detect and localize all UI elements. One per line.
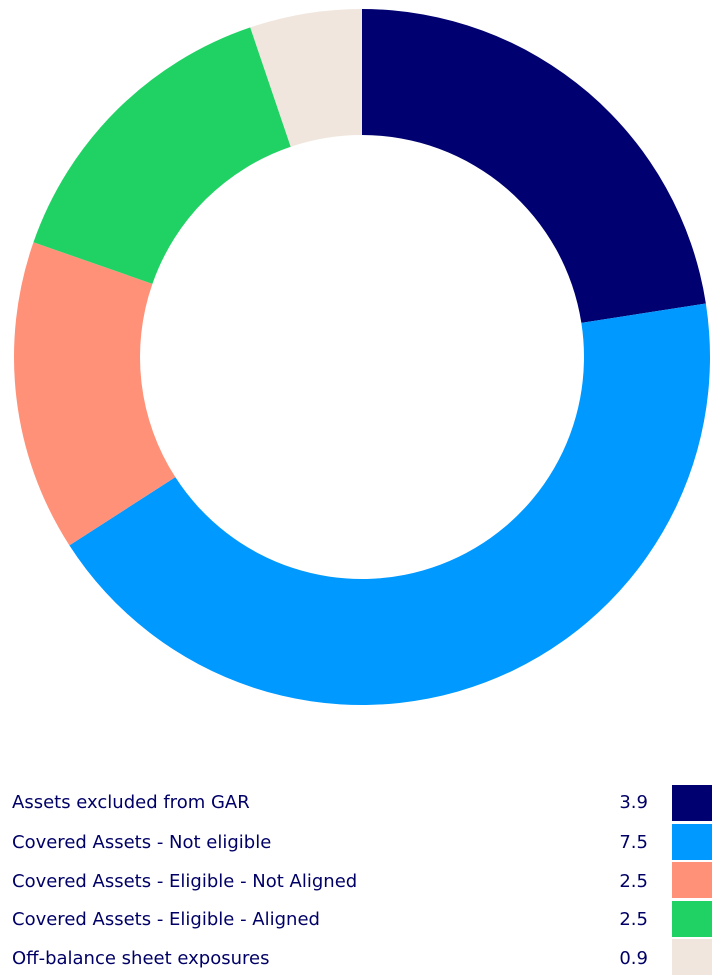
legend-swatch [672,824,712,860]
legend-swatch [672,939,712,975]
legend-swatch [672,862,712,898]
legend-label: Off-balance sheet exposures [12,948,269,969]
donut-slice [250,9,362,147]
legend-label: Covered Assets - Eligible - Aligned [12,909,320,930]
value-label: 0.9 [619,948,648,969]
donut-slice [33,27,291,284]
legend-swatch [672,901,712,937]
legend-label: Covered Assets - Not eligible [12,832,271,853]
legend-swatch [672,785,712,821]
donut-slice [69,303,710,705]
value-label: 3.9 [619,792,648,813]
donut-slice [14,242,176,546]
value-label: 2.5 [619,909,648,930]
value-label: 7.5 [619,832,648,853]
donut-slice [362,9,706,323]
legend-label: Assets excluded from GAR [12,792,250,813]
value-label: 2.5 [619,871,648,892]
legend-label: Covered Assets - Eligible - Not Aligned [12,871,357,892]
